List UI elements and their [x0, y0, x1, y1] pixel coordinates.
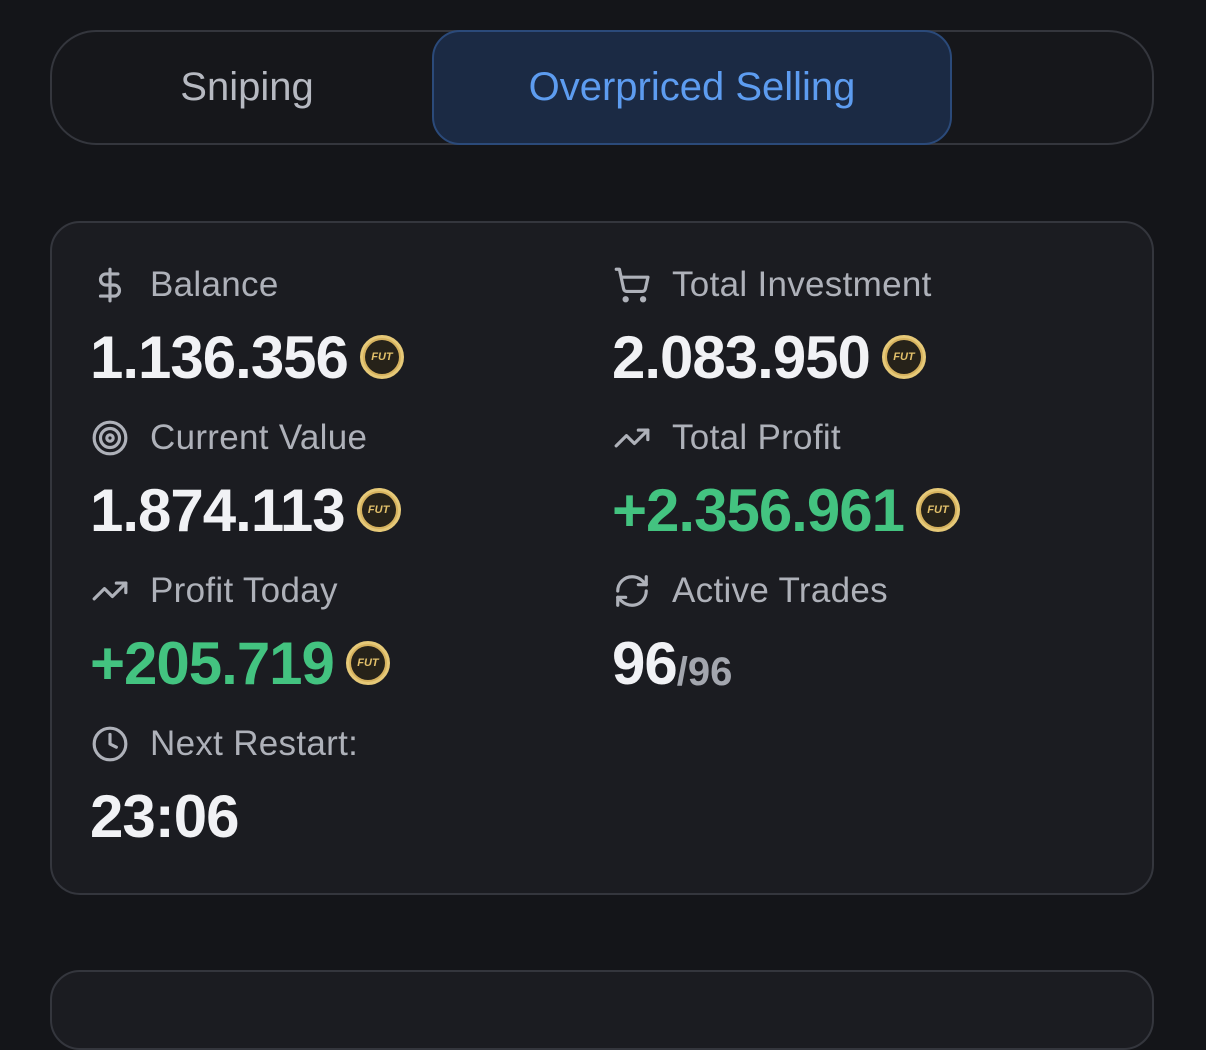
trending-up-icon: [90, 571, 130, 611]
fut-coin-icon: FUT: [359, 335, 404, 379]
current-value-label: Current Value: [150, 418, 368, 457]
total-investment-value: 2.083.950: [612, 323, 871, 391]
total-investment-label: Total Investment: [672, 265, 932, 304]
coin-label: FUT: [364, 340, 399, 374]
mode-tab-bar: Sniping Overpriced Selling: [50, 30, 1154, 145]
fut-coin-icon: FUT: [345, 641, 390, 685]
coin-label: FUT: [920, 493, 955, 527]
dollar-icon: [90, 265, 130, 305]
cart-icon: [612, 265, 652, 305]
active-trades-total: /96: [676, 649, 733, 694]
refresh-icon: [612, 571, 652, 611]
target-icon: [90, 418, 130, 458]
next-section-card: [50, 970, 1154, 1050]
total-profit-label: Total Profit: [672, 418, 841, 457]
balance-value: 1.136.356: [90, 323, 349, 391]
stat-profit-today: Profit Today +205.719 FUT: [90, 569, 390, 697]
profit-today-value: +205.719: [90, 629, 335, 697]
stat-active-trades: Active Trades 96 /96: [612, 569, 888, 697]
fut-coin-icon: FUT: [356, 488, 401, 532]
stat-current-value: Current Value 1.874.113 FUT: [90, 416, 401, 544]
tab-overpriced-selling[interactable]: Overpriced Selling: [432, 30, 952, 145]
profit-today-label: Profit Today: [150, 571, 338, 610]
total-profit-value: +2.356.961: [612, 476, 905, 544]
fut-coin-icon: FUT: [881, 335, 926, 379]
active-trades-label: Active Trades: [672, 571, 888, 610]
active-trades-value: 96: [612, 629, 678, 697]
stat-next-restart: Next Restart: 23:06: [90, 722, 359, 850]
stat-total-investment: Total Investment 2.083.950 FUT: [612, 263, 932, 391]
coin-label: FUT: [361, 493, 396, 527]
balance-label: Balance: [150, 265, 279, 304]
current-value-value: 1.874.113: [90, 476, 346, 544]
stat-balance: Balance 1.136.356 FUT: [90, 263, 404, 391]
coin-label: FUT: [886, 340, 921, 374]
clock-icon: [90, 724, 130, 764]
fut-coin-icon: FUT: [915, 488, 960, 532]
stats-card: Balance 1.136.356 FUT Total Investment 2…: [50, 221, 1154, 895]
trending-up-icon: [612, 418, 652, 458]
tab-sniping[interactable]: Sniping: [180, 65, 314, 109]
stat-total-profit: Total Profit +2.356.961 FUT: [612, 416, 960, 544]
next-restart-label: Next Restart:: [150, 724, 359, 763]
next-restart-value: 23:06: [90, 782, 239, 850]
coin-label: FUT: [350, 646, 385, 680]
